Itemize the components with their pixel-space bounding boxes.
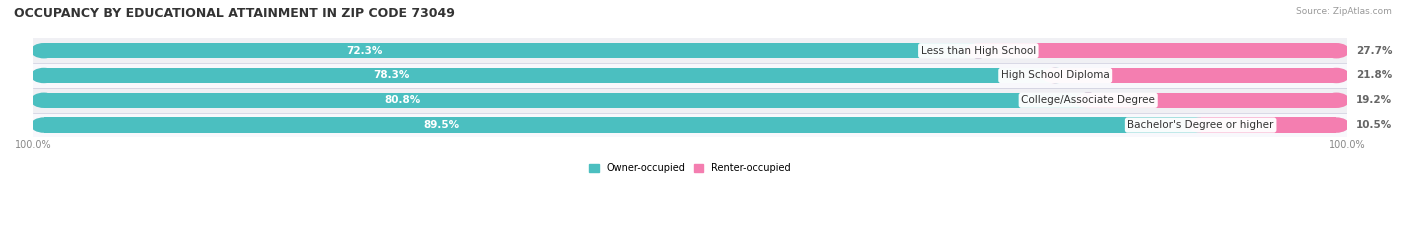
Ellipse shape [1323, 117, 1350, 133]
Bar [34, 88, 1347, 113]
Bar [34, 113, 1347, 137]
Text: High School Diploma: High School Diploma [1001, 71, 1109, 80]
Text: 72.3%: 72.3% [346, 46, 382, 56]
Bar [34, 38, 1347, 63]
Ellipse shape [31, 93, 56, 108]
Text: Less than High School: Less than High School [921, 46, 1036, 56]
Bar [44, 117, 1201, 133]
Bar [1054, 68, 1336, 83]
Text: Bachelor's Degree or higher: Bachelor's Degree or higher [1128, 120, 1274, 130]
Ellipse shape [1323, 117, 1350, 133]
Ellipse shape [1323, 43, 1350, 58]
Bar [44, 68, 1336, 83]
Text: College/Associate Degree: College/Associate Degree [1021, 95, 1156, 105]
Ellipse shape [1323, 68, 1350, 83]
Text: 21.8%: 21.8% [1355, 71, 1392, 80]
Bar [44, 117, 1336, 133]
Text: 27.7%: 27.7% [1355, 46, 1392, 56]
Text: OCCUPANCY BY EDUCATIONAL ATTAINMENT IN ZIP CODE 73049: OCCUPANCY BY EDUCATIONAL ATTAINMENT IN Z… [14, 7, 456, 20]
Bar [1201, 117, 1336, 133]
Ellipse shape [31, 68, 56, 83]
Ellipse shape [1323, 93, 1350, 108]
Ellipse shape [31, 117, 56, 133]
Ellipse shape [966, 43, 991, 58]
Ellipse shape [31, 43, 56, 58]
Text: Source: ZipAtlas.com: Source: ZipAtlas.com [1296, 7, 1392, 16]
Ellipse shape [31, 93, 56, 108]
Bar [44, 93, 1088, 108]
Bar [44, 43, 979, 58]
Text: 10.5%: 10.5% [1355, 120, 1392, 130]
Ellipse shape [31, 68, 56, 83]
Ellipse shape [1076, 93, 1101, 108]
Ellipse shape [31, 117, 56, 133]
Text: 19.2%: 19.2% [1355, 95, 1392, 105]
Text: 89.5%: 89.5% [423, 120, 460, 130]
Ellipse shape [1323, 68, 1350, 83]
Bar [34, 63, 1347, 88]
Legend: Owner-occupied, Renter-occupied: Owner-occupied, Renter-occupied [585, 159, 794, 177]
Bar [1088, 93, 1336, 108]
Ellipse shape [1188, 117, 1213, 133]
Ellipse shape [966, 43, 991, 58]
Ellipse shape [1323, 43, 1350, 58]
Bar [44, 43, 1336, 58]
Bar [44, 68, 1056, 83]
Ellipse shape [1323, 93, 1350, 108]
Bar [44, 93, 1336, 108]
Bar [979, 43, 1336, 58]
Ellipse shape [1043, 68, 1069, 83]
Ellipse shape [1042, 68, 1067, 83]
Ellipse shape [31, 43, 56, 58]
Ellipse shape [1076, 93, 1101, 108]
Ellipse shape [1188, 117, 1213, 133]
Text: 78.3%: 78.3% [373, 71, 409, 80]
Text: 80.8%: 80.8% [384, 95, 420, 105]
